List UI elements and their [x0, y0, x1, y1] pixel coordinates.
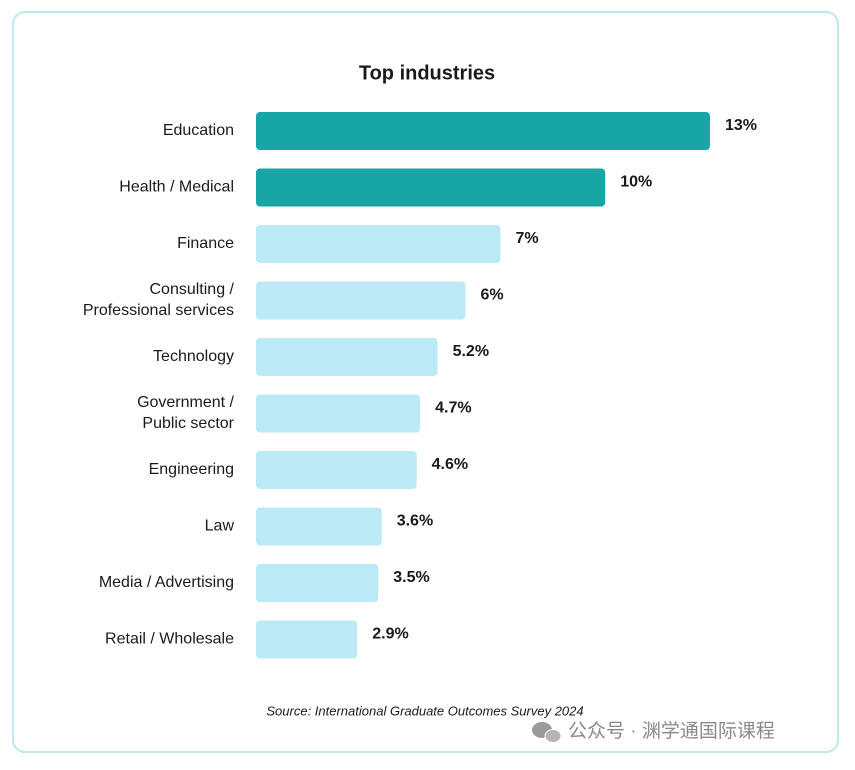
- value-label: 5.2%: [453, 343, 489, 360]
- bar: [256, 225, 501, 263]
- bar: [256, 394, 421, 433]
- category-label: Government /: [137, 394, 234, 411]
- category-label: Media / Advertising: [99, 574, 234, 591]
- category-label: Education: [163, 122, 234, 139]
- bar: [256, 451, 417, 489]
- value-label: 6%: [481, 287, 504, 304]
- category-label: Retail / Wholesale: [105, 631, 234, 648]
- value-label: 4.6%: [432, 456, 468, 473]
- bar: [256, 338, 438, 376]
- chart-title: Top industries: [359, 62, 495, 84]
- category-label: Engineering: [149, 461, 234, 478]
- bar: [256, 564, 379, 602]
- value-label: 7%: [515, 230, 538, 247]
- bar: [256, 112, 710, 150]
- value-label: 13%: [725, 117, 757, 134]
- value-label: 3.5%: [393, 569, 429, 586]
- category-label: Public sector: [142, 415, 234, 432]
- bar: [256, 281, 466, 320]
- category-label: Consulting /: [150, 281, 235, 298]
- category-label: Finance: [177, 235, 234, 252]
- bar: [256, 168, 606, 207]
- watermark: 公众号 · 渊学通国际课程: [568, 720, 775, 742]
- category-label: Law: [205, 518, 235, 535]
- value-label: 4.7%: [435, 400, 471, 417]
- bar: [256, 507, 382, 546]
- category-label: Professional services: [83, 302, 234, 319]
- source: Source: International Graduate Outcomes …: [266, 703, 583, 718]
- value-label: 10%: [620, 174, 652, 191]
- category-label: Technology: [153, 348, 234, 365]
- value-label: 2.9%: [372, 626, 408, 643]
- value-label: 3.6%: [397, 513, 433, 530]
- card: [12, 11, 839, 753]
- wechat-icon: [532, 722, 562, 743]
- bar: [256, 620, 358, 659]
- category-label: Health / Medical: [119, 179, 234, 196]
